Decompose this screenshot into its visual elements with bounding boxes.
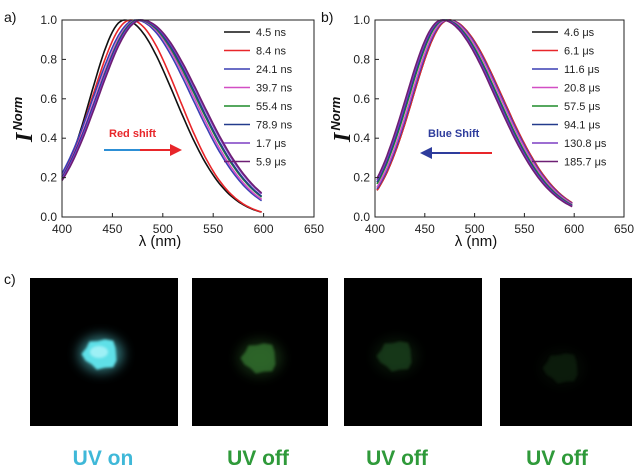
x-tick-label: 550 (203, 222, 223, 236)
series-line (376, 19, 573, 205)
panel-b-legend: 4.6 μs 6.1 μs 11.6 μs 20.8 μs 57.5 μs 94.1 μs… (532, 27, 607, 169)
x-tick-label: 600 (564, 222, 584, 236)
panel-a-curves (61, 19, 263, 213)
shift-arrow-head (170, 144, 182, 156)
y-tick-label: 0.6 (353, 92, 370, 106)
x-tick-label: 450 (102, 222, 122, 236)
legend-entry: 5.9 μs (256, 157, 287, 169)
x-tick-label: 400 (52, 222, 72, 236)
photo-caption: UV off (366, 447, 429, 470)
series-line (61, 19, 263, 200)
series-line (61, 19, 262, 213)
y-tick-label: 0.2 (40, 171, 57, 185)
y-tick-label: 0.4 (353, 131, 370, 145)
legend-entry: 185.7 μs (564, 157, 607, 169)
panel-b-ylabel: INorm (328, 96, 356, 143)
photo-caption: UV off (526, 447, 589, 470)
y-tick-label: 0.4 (40, 131, 57, 145)
series-line (376, 19, 573, 206)
panel-a-legend: 4.5 ns 8.4 ns 24.1 ns 39.7 ns 55.4 ns 78.9 ns… (224, 27, 293, 169)
y-tick-label: 0.6 (40, 92, 57, 106)
series-line (61, 19, 262, 213)
x-tick-label: 450 (415, 222, 435, 236)
panel-b-annotation: Blue Shift (420, 128, 492, 159)
crystal-sample (376, 341, 412, 372)
legend-entry: 39.7 ns (256, 83, 293, 95)
crystal-highlight (90, 346, 108, 358)
red-shift-label: Red shift (109, 128, 156, 140)
legend-entry: 1.7 μs (256, 138, 287, 150)
panel-a-annotation: Red shift (104, 128, 182, 156)
panel-a-ylabel: INorm (10, 96, 38, 143)
legend-entry: 8.4 ns (256, 46, 286, 58)
legend-entry: 4.5 ns (256, 27, 286, 39)
x-tick-label: 500 (153, 222, 173, 236)
legend-entry: 130.8 μs (564, 138, 607, 150)
crystal-sample (542, 353, 578, 384)
shift-arrow-head (420, 147, 432, 159)
y-tick-label: 0.0 (40, 210, 57, 224)
legend-entry: 55.4 ns (256, 101, 293, 113)
x-tick-label: 550 (514, 222, 534, 236)
legend-entry: 6.1 μs (564, 46, 595, 58)
series-line (376, 19, 573, 208)
photo-caption: UV off (227, 447, 290, 470)
y-tick-label: 1.0 (40, 13, 57, 27)
x-tick-label: 400 (365, 222, 385, 236)
panel-b-plot-frame (374, 19, 625, 218)
y-tick-label: 1.0 (353, 13, 370, 27)
series-line (376, 19, 573, 204)
series-line (61, 19, 263, 197)
legend-entry: 94.1 μs (564, 120, 601, 132)
panel-a-letter: a) (4, 9, 16, 25)
panel-b-curves (376, 19, 573, 208)
panel-b-xlabel: λ (nm) (455, 233, 498, 250)
series-line (61, 19, 263, 194)
panel-a-plot-frame (61, 19, 315, 218)
crystal-sample (240, 343, 276, 374)
y-tick-label: 0.0 (353, 210, 370, 224)
series-line (376, 19, 573, 207)
panel-b-letter: b) (321, 9, 333, 25)
y-tick-label: 0.8 (40, 52, 57, 66)
photo-caption: UV on (73, 447, 134, 470)
legend-entry: 11.6 μs (564, 64, 600, 76)
series-line (61, 19, 263, 202)
panel-c-photos: c) UV on UV off UV off UV off (4, 271, 632, 470)
x-tick-label: 600 (254, 222, 274, 236)
x-tick-label: 650 (304, 222, 324, 236)
x-tick-label: 500 (465, 222, 485, 236)
panel-a-xlabel: λ (nm) (139, 233, 182, 250)
panel-b-chart: b) INorm 400 450 500 550 600 650 0.0 0.2 0.4 0.6 0… (321, 9, 634, 250)
y-tick-label: 0.2 (353, 171, 370, 185)
panel-c-letter: c) (4, 271, 16, 287)
legend-entry: 4.6 μs (564, 27, 595, 39)
legend-entry: 24.1 ns (256, 64, 293, 76)
y-tick-label: 0.8 (353, 52, 370, 66)
blue-shift-label: Blue Shift (428, 128, 480, 140)
legend-entry: 78.9 ns (256, 120, 293, 132)
legend-entry: 20.8 μs (564, 83, 601, 95)
legend-entry: 57.5 μs (564, 101, 601, 113)
x-tick-label: 650 (614, 222, 634, 236)
panel-a-chart: a) INorm 400 450 500 550 600 650 0.0 0.2 0.4 0.6 0… (4, 9, 324, 250)
